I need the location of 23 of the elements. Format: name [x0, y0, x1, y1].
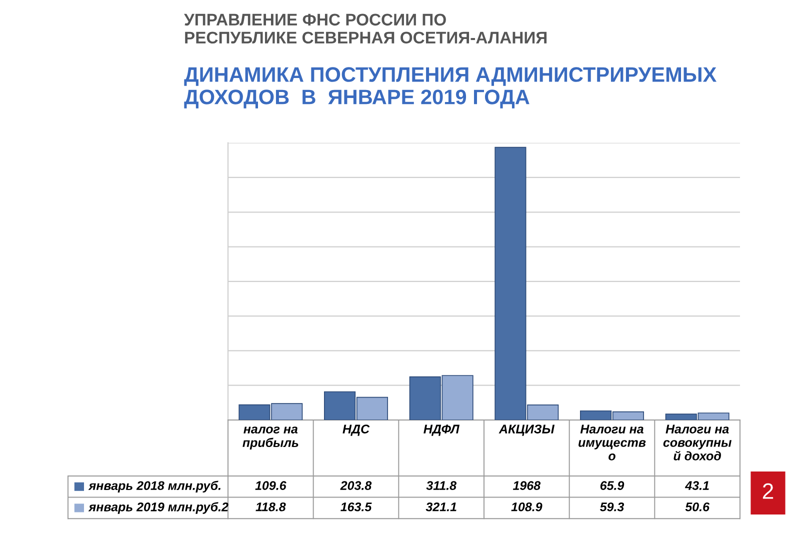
- x-tick-label: Налоги на имуществ о: [578, 424, 646, 460]
- x-tick-label: налог на прибыль: [242, 426, 298, 450]
- legend-label: январь 2018 млн.руб.: [88, 480, 220, 493]
- data-label: 65.9: [600, 481, 624, 490]
- legend-label: январь 2019 млн.руб.2: [88, 502, 228, 514]
- data-label: 108.9: [511, 502, 542, 512]
- data-label: 311.8: [426, 481, 456, 490]
- data-label: 203.8: [340, 481, 372, 490]
- data-label: 163.5: [340, 502, 372, 512]
- data-label: 50.6: [685, 502, 710, 512]
- data-label: 43.1: [684, 481, 709, 490]
- chart-subtitle: ДИНАМИКА ПОСТУПЛЕНИЯ АДМИНИСТРИРУЕМЫХ ДОХОДОВ В ЯНВАРЕ 2019 ГОДА: [184, 67, 717, 108]
- data-label: 321.1: [426, 502, 456, 512]
- data-label: 59.3: [600, 502, 624, 512]
- data-label: 118.8: [256, 502, 286, 512]
- text: 2: [762, 483, 774, 499]
- chart-title: УПРАВЛЕНИЕ ФНС РОССИИ ПО РЕСПУБЛИКЕ СЕВЕРНАЯ ОСЕТИЯ-АЛАНИЯ: [184, 14, 547, 44]
- x-tick-label: АКЦИЗЫ: [498, 424, 555, 436]
- data-label: 109.6: [255, 481, 286, 490]
- x-tick-label: НДС: [342, 424, 370, 436]
- x-tick-label: НДФЛ: [424, 424, 460, 436]
- data-label: 1968: [512, 481, 541, 490]
- x-tick-label: Налоги на совокупны й доход: [663, 424, 732, 460]
